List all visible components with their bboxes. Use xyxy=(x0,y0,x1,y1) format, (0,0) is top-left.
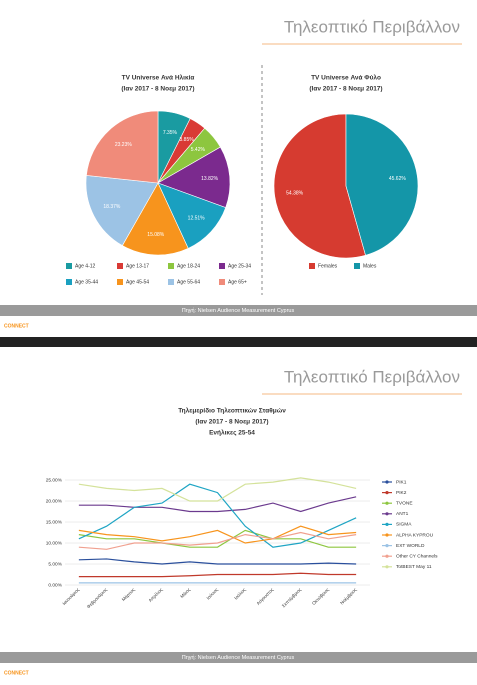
legend-label: PIK2 xyxy=(396,490,407,496)
legend-label: TVONE xyxy=(396,500,413,506)
legend-label: ANT1 xyxy=(396,511,409,517)
legend-label: SIGMA xyxy=(396,522,412,528)
pie-slice xyxy=(121,182,189,256)
y-tick-label: 20.00% xyxy=(46,498,63,504)
y-tick-label: 10.00% xyxy=(46,540,63,546)
legend-swatch xyxy=(168,263,174,269)
legend-swatch xyxy=(354,263,360,269)
legend-swatch xyxy=(168,279,174,285)
series-line xyxy=(78,496,357,513)
legend-label: Age 35-44 xyxy=(75,279,98,285)
legend-marker xyxy=(385,554,389,558)
legend-marker xyxy=(385,491,389,495)
chart-subtitle: (Ιαν 2017 - 8 Νοεμ 2017) xyxy=(195,419,268,426)
slice-label: 45.62% xyxy=(389,176,407,182)
legend-label: Age 45-54 xyxy=(126,279,149,285)
pie-slice xyxy=(86,110,159,184)
slide-separator xyxy=(0,337,477,347)
chart-title: TV Universe Ανά Φύλο xyxy=(311,74,381,82)
pie-slice xyxy=(273,113,366,259)
pie-slice xyxy=(157,182,227,249)
legend-marker xyxy=(385,544,389,548)
slice-label: 15.08% xyxy=(147,232,165,238)
legend-marker xyxy=(385,501,389,505)
legend-marker xyxy=(385,565,389,569)
legend-label: EXT WORLD xyxy=(396,543,425,549)
chart-subtitle: (Ιαν 2017 - 8 Νοεμ 2017) xyxy=(121,86,194,93)
slice-label: 12.51% xyxy=(188,215,206,221)
slice-label: 3.85% xyxy=(180,137,195,143)
legend-label: Other CY Channels xyxy=(396,553,438,559)
legend-swatch xyxy=(117,279,123,285)
source-text: Πηγή: Nielsen Audience Measurement Cypru… xyxy=(182,654,295,661)
legend-swatch xyxy=(66,263,72,269)
legend-label: TotBEST May 11 xyxy=(396,564,432,570)
source-band xyxy=(0,652,477,663)
legend-label: Females xyxy=(318,263,338,269)
legend-label: Age 4-12 xyxy=(75,263,96,269)
pie-slice xyxy=(85,175,159,246)
legend-swatch xyxy=(219,279,225,285)
chart-title: Τηλεμερίδιο Τηλεοπτικών Σταθμών xyxy=(178,407,286,415)
series-line xyxy=(78,558,357,565)
series-line xyxy=(78,529,357,548)
legend-marker xyxy=(385,480,389,484)
legend-label: PIK1 xyxy=(396,479,407,485)
chart-subtitle: (Ιαν 2017 - 8 Νοεμ 2017) xyxy=(309,86,382,93)
legend-swatch xyxy=(66,279,72,285)
legend-marker xyxy=(385,512,389,516)
slice-label: 5.42% xyxy=(191,147,206,153)
slice-label: 18.37% xyxy=(103,204,121,210)
logo: CONNECT xyxy=(4,670,29,676)
series-line xyxy=(78,477,357,502)
slide-title: Τηλεοπτικό Περιβάλλον xyxy=(284,367,460,386)
y-tick-label: 25.00% xyxy=(46,477,63,483)
series-line xyxy=(78,572,357,578)
legend-swatch xyxy=(219,263,225,269)
series-line xyxy=(78,525,357,544)
legend-label: Age 65+ xyxy=(228,279,247,285)
legend-label: Age 55-64 xyxy=(177,279,200,285)
chart-subtitle: Ενήλικες 25-54 xyxy=(209,429,255,437)
y-tick-label: 0.00% xyxy=(48,582,62,588)
legend-label: ALPHA KYPROU xyxy=(396,532,434,538)
legend-swatch xyxy=(309,263,315,269)
source-band xyxy=(0,305,477,316)
legend-label: Age 13-17 xyxy=(126,263,149,269)
y-tick-label: 15.00% xyxy=(46,519,63,525)
pie-slice xyxy=(157,146,231,208)
legend-label: Age 18-24 xyxy=(177,263,200,269)
slice-label: 23.23% xyxy=(115,142,133,148)
series-line xyxy=(78,483,357,548)
slice-label: 54.38% xyxy=(286,190,304,196)
logo: CONNECT xyxy=(4,323,29,329)
legend-marker xyxy=(385,522,389,527)
slide-title: Τηλεοπτικό Περιβάλλον xyxy=(284,17,460,36)
legend-label: Age 25-34 xyxy=(228,263,251,269)
series-line xyxy=(78,531,357,550)
legend-marker xyxy=(385,533,389,537)
chart-title: TV Universe Ανά Ηλικία xyxy=(122,74,195,82)
slice-label: 13.82% xyxy=(201,176,219,182)
pie-slice xyxy=(345,113,419,256)
slice-label: 7.35% xyxy=(163,130,178,136)
legend-swatch xyxy=(117,263,123,269)
y-tick-label: 5.00% xyxy=(48,561,62,567)
source-text: Πηγή: Nielsen Audience Measurement Cypru… xyxy=(182,307,295,314)
legend-label: Males xyxy=(363,263,377,269)
